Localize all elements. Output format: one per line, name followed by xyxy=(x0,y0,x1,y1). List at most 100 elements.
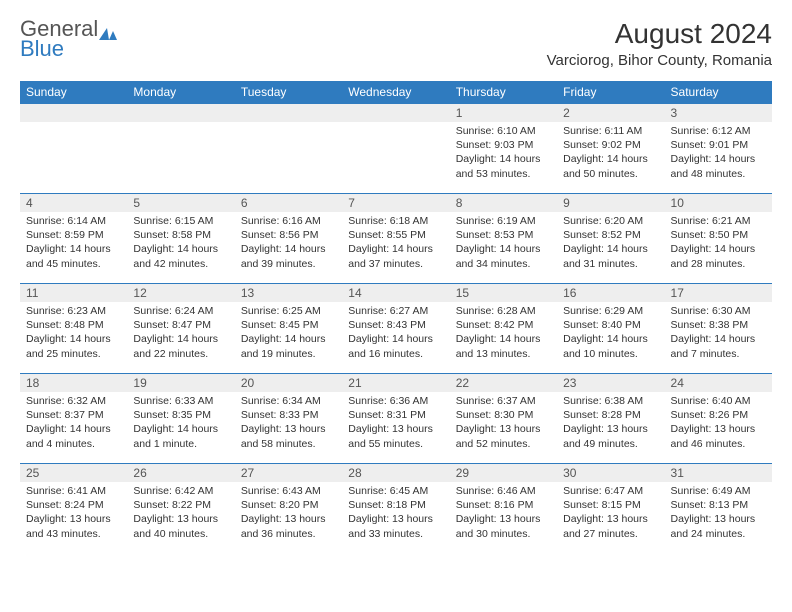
calendar-day-cell: 27Sunrise: 6:43 AMSunset: 8:20 PMDayligh… xyxy=(235,464,342,554)
title-block: August 2024 Varciorog, Bihor County, Rom… xyxy=(547,18,772,69)
sunrise-text: Sunrise: 6:15 AM xyxy=(133,214,228,228)
daylight-text: Daylight: 13 hours and 36 minutes. xyxy=(241,512,336,540)
calendar-day-cell: 30Sunrise: 6:47 AMSunset: 8:15 PMDayligh… xyxy=(557,464,664,554)
day-detail: Sunrise: 6:45 AMSunset: 8:18 PMDaylight:… xyxy=(342,482,449,545)
day-number: 2 xyxy=(557,104,664,122)
sunset-text: Sunset: 8:40 PM xyxy=(563,318,658,332)
daylight-text: Daylight: 14 hours and 10 minutes. xyxy=(563,332,658,360)
calendar-day-cell: 7Sunrise: 6:18 AMSunset: 8:55 PMDaylight… xyxy=(342,194,449,284)
daylight-text: Daylight: 13 hours and 58 minutes. xyxy=(241,422,336,450)
calendar-day-cell xyxy=(127,104,234,194)
day-number: 28 xyxy=(342,464,449,482)
sunset-text: Sunset: 8:24 PM xyxy=(26,498,121,512)
sunrise-text: Sunrise: 6:46 AM xyxy=(456,484,551,498)
sunrise-text: Sunrise: 6:20 AM xyxy=(563,214,658,228)
sunset-text: Sunset: 8:48 PM xyxy=(26,318,121,332)
day-number: 31 xyxy=(665,464,772,482)
daylight-text: Daylight: 13 hours and 49 minutes. xyxy=(563,422,658,450)
sunset-text: Sunset: 8:50 PM xyxy=(671,228,766,242)
daylight-text: Daylight: 13 hours and 33 minutes. xyxy=(348,512,443,540)
sunrise-text: Sunrise: 6:25 AM xyxy=(241,304,336,318)
daylight-text: Daylight: 14 hours and 37 minutes. xyxy=(348,242,443,270)
sunrise-text: Sunrise: 6:11 AM xyxy=(563,124,658,138)
daylight-text: Daylight: 14 hours and 16 minutes. xyxy=(348,332,443,360)
sunset-text: Sunset: 8:59 PM xyxy=(26,228,121,242)
daylight-text: Daylight: 14 hours and 13 minutes. xyxy=(456,332,551,360)
day-header: Saturday xyxy=(665,81,772,104)
day-detail: Sunrise: 6:36 AMSunset: 8:31 PMDaylight:… xyxy=(342,392,449,455)
calendar-day-cell: 11Sunrise: 6:23 AMSunset: 8:48 PMDayligh… xyxy=(20,284,127,374)
calendar-day-cell: 14Sunrise: 6:27 AMSunset: 8:43 PMDayligh… xyxy=(342,284,449,374)
day-detail: Sunrise: 6:40 AMSunset: 8:26 PMDaylight:… xyxy=(665,392,772,455)
daylight-text: Daylight: 13 hours and 40 minutes. xyxy=(133,512,228,540)
calendar-day-cell: 15Sunrise: 6:28 AMSunset: 8:42 PMDayligh… xyxy=(450,284,557,374)
sunrise-text: Sunrise: 6:19 AM xyxy=(456,214,551,228)
sunrise-text: Sunrise: 6:32 AM xyxy=(26,394,121,408)
calendar-week-row: 1Sunrise: 6:10 AMSunset: 9:03 PMDaylight… xyxy=(20,104,772,194)
day-detail: Sunrise: 6:32 AMSunset: 8:37 PMDaylight:… xyxy=(20,392,127,455)
sunset-text: Sunset: 8:20 PM xyxy=(241,498,336,512)
day-detail: Sunrise: 6:15 AMSunset: 8:58 PMDaylight:… xyxy=(127,212,234,275)
sunset-text: Sunset: 8:35 PM xyxy=(133,408,228,422)
sunrise-text: Sunrise: 6:23 AM xyxy=(26,304,121,318)
sunset-text: Sunset: 8:38 PM xyxy=(671,318,766,332)
day-number: 15 xyxy=(450,284,557,302)
sunset-text: Sunset: 8:53 PM xyxy=(456,228,551,242)
sunset-text: Sunset: 8:31 PM xyxy=(348,408,443,422)
day-number: 5 xyxy=(127,194,234,212)
sunrise-text: Sunrise: 6:27 AM xyxy=(348,304,443,318)
daylight-text: Daylight: 13 hours and 30 minutes. xyxy=(456,512,551,540)
calendar-header-row: Sunday Monday Tuesday Wednesday Thursday… xyxy=(20,81,772,104)
calendar-day-cell: 16Sunrise: 6:29 AMSunset: 8:40 PMDayligh… xyxy=(557,284,664,374)
day-number-empty xyxy=(235,104,342,122)
day-number-empty xyxy=(342,104,449,122)
sunset-text: Sunset: 8:43 PM xyxy=(348,318,443,332)
day-detail: Sunrise: 6:20 AMSunset: 8:52 PMDaylight:… xyxy=(557,212,664,275)
sunrise-text: Sunrise: 6:49 AM xyxy=(671,484,766,498)
sunrise-text: Sunrise: 6:14 AM xyxy=(26,214,121,228)
day-detail: Sunrise: 6:16 AMSunset: 8:56 PMDaylight:… xyxy=(235,212,342,275)
day-number: 6 xyxy=(235,194,342,212)
day-detail: Sunrise: 6:49 AMSunset: 8:13 PMDaylight:… xyxy=(665,482,772,545)
day-number: 24 xyxy=(665,374,772,392)
day-detail: Sunrise: 6:29 AMSunset: 8:40 PMDaylight:… xyxy=(557,302,664,365)
sunrise-text: Sunrise: 6:45 AM xyxy=(348,484,443,498)
day-detail: Sunrise: 6:21 AMSunset: 8:50 PMDaylight:… xyxy=(665,212,772,275)
calendar-day-cell: 6Sunrise: 6:16 AMSunset: 8:56 PMDaylight… xyxy=(235,194,342,284)
day-detail: Sunrise: 6:24 AMSunset: 8:47 PMDaylight:… xyxy=(127,302,234,365)
calendar-day-cell: 28Sunrise: 6:45 AMSunset: 8:18 PMDayligh… xyxy=(342,464,449,554)
location-text: Varciorog, Bihor County, Romania xyxy=(547,52,772,69)
sunrise-text: Sunrise: 6:10 AM xyxy=(456,124,551,138)
day-number-empty xyxy=(127,104,234,122)
day-number: 21 xyxy=(342,374,449,392)
day-header: Sunday xyxy=(20,81,127,104)
day-number-empty xyxy=(20,104,127,122)
day-detail: Sunrise: 6:34 AMSunset: 8:33 PMDaylight:… xyxy=(235,392,342,455)
day-number: 17 xyxy=(665,284,772,302)
sunset-text: Sunset: 8:33 PM xyxy=(241,408,336,422)
calendar-day-cell: 13Sunrise: 6:25 AMSunset: 8:45 PMDayligh… xyxy=(235,284,342,374)
sunset-text: Sunset: 8:26 PM xyxy=(671,408,766,422)
day-detail: Sunrise: 6:33 AMSunset: 8:35 PMDaylight:… xyxy=(127,392,234,455)
daylight-text: Daylight: 13 hours and 46 minutes. xyxy=(671,422,766,450)
sunset-text: Sunset: 8:55 PM xyxy=(348,228,443,242)
logo: GeneralBlue xyxy=(20,18,119,60)
calendar-day-cell: 26Sunrise: 6:42 AMSunset: 8:22 PMDayligh… xyxy=(127,464,234,554)
sunrise-text: Sunrise: 6:12 AM xyxy=(671,124,766,138)
day-number: 4 xyxy=(20,194,127,212)
day-number: 3 xyxy=(665,104,772,122)
sunrise-text: Sunrise: 6:40 AM xyxy=(671,394,766,408)
calendar-day-cell xyxy=(235,104,342,194)
calendar-day-cell: 5Sunrise: 6:15 AMSunset: 8:58 PMDaylight… xyxy=(127,194,234,284)
calendar-day-cell: 29Sunrise: 6:46 AMSunset: 8:16 PMDayligh… xyxy=(450,464,557,554)
daylight-text: Daylight: 13 hours and 24 minutes. xyxy=(671,512,766,540)
sunset-text: Sunset: 8:47 PM xyxy=(133,318,228,332)
daylight-text: Daylight: 14 hours and 45 minutes. xyxy=(26,242,121,270)
calendar-week-row: 18Sunrise: 6:32 AMSunset: 8:37 PMDayligh… xyxy=(20,374,772,464)
calendar-day-cell: 22Sunrise: 6:37 AMSunset: 8:30 PMDayligh… xyxy=(450,374,557,464)
day-detail: Sunrise: 6:37 AMSunset: 8:30 PMDaylight:… xyxy=(450,392,557,455)
day-detail: Sunrise: 6:10 AMSunset: 9:03 PMDaylight:… xyxy=(450,122,557,185)
calendar-table: Sunday Monday Tuesday Wednesday Thursday… xyxy=(20,81,772,554)
calendar-day-cell: 1Sunrise: 6:10 AMSunset: 9:03 PMDaylight… xyxy=(450,104,557,194)
calendar-week-row: 4Sunrise: 6:14 AMSunset: 8:59 PMDaylight… xyxy=(20,194,772,284)
